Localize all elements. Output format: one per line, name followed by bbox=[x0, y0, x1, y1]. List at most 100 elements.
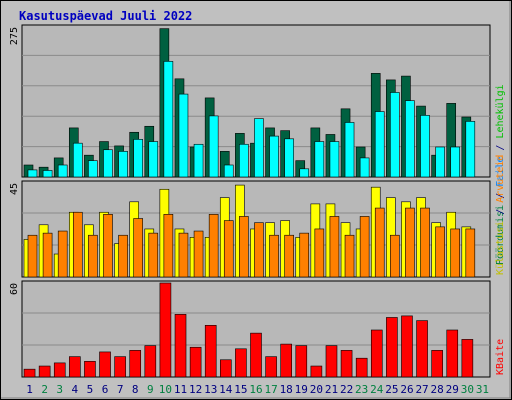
y-max-label: 60 bbox=[9, 283, 20, 295]
bar-faile-day-23 bbox=[359, 157, 370, 178]
x-tick-day-7: 7 bbox=[117, 383, 124, 396]
bar-arvuteid-day-20 bbox=[314, 228, 325, 278]
bar-faile-day-10 bbox=[163, 61, 174, 178]
x-tick-day-18: 18 bbox=[280, 383, 293, 396]
right-legend-labels: Pöördumisi / Faile / LehekülgiKülastusi … bbox=[495, 84, 506, 375]
bar-faile-day-28 bbox=[435, 146, 445, 178]
bar-arvuteid-day-26 bbox=[405, 207, 415, 278]
bar-kbaite-day-27 bbox=[416, 320, 428, 378]
x-tick-day-28: 28 bbox=[431, 383, 444, 396]
bar-arvuteid-day-2 bbox=[42, 232, 53, 278]
bar-kbaite-day-7 bbox=[114, 356, 126, 378]
bar-arvuteid-day-7 bbox=[118, 234, 128, 278]
x-tick-day-17: 17 bbox=[264, 383, 277, 396]
bar-faile-day-27 bbox=[420, 115, 430, 178]
bar-arvuteid-day-24 bbox=[374, 207, 385, 278]
legend-middle-labels: Külastusi / Arvuteid bbox=[495, 155, 506, 275]
legend-bottom-labels: KBaite bbox=[495, 339, 506, 375]
x-tick-day-12: 12 bbox=[189, 383, 202, 396]
bar-faile-day-2 bbox=[42, 170, 53, 178]
x-tick-day-2: 2 bbox=[41, 383, 48, 396]
bar-kbaite-day-1 bbox=[23, 368, 36, 378]
x-tick-day-30: 30 bbox=[461, 383, 474, 396]
bar-kbaite-day-25 bbox=[386, 317, 398, 378]
x-tick-day-5: 5 bbox=[87, 383, 94, 396]
bar-kbaite-day-30 bbox=[461, 339, 474, 378]
bar-faile-day-25 bbox=[390, 92, 400, 178]
bar-faile-day-30 bbox=[465, 121, 476, 178]
bar-faile-day-14 bbox=[223, 164, 234, 178]
bar-kbaite-day-4 bbox=[69, 356, 81, 378]
y-max-label: 45 bbox=[9, 183, 20, 195]
legend-label-külastusi: Külastusi bbox=[495, 221, 506, 275]
x-tick-day-13: 13 bbox=[204, 383, 217, 396]
bar-arvuteid-day-29 bbox=[450, 228, 461, 278]
x-tick-day-22: 22 bbox=[340, 383, 353, 396]
x-tick-day-14: 14 bbox=[219, 383, 233, 396]
bar-kbaite-day-28 bbox=[431, 350, 443, 378]
bar-arvuteid-day-10 bbox=[163, 214, 174, 278]
bar-faile-day-17 bbox=[269, 135, 279, 178]
bar-kbaite-day-9 bbox=[144, 345, 157, 378]
bar-faile-day-15 bbox=[239, 143, 249, 178]
bar-kbaite-day-22 bbox=[340, 350, 353, 378]
x-tick-day-1: 1 bbox=[26, 383, 33, 396]
bar-arvuteid-day-15 bbox=[239, 216, 249, 278]
x-tick-day-25: 25 bbox=[385, 383, 398, 396]
panel-visits-sites: 45 bbox=[9, 180, 491, 278]
bar-faile-day-7 bbox=[118, 151, 128, 178]
y-max-label: 275 bbox=[9, 27, 20, 45]
x-tick-day-19: 19 bbox=[295, 383, 308, 396]
x-axis-labels: 1 2 3 4 5 6 7 8 9 10 11 12 13 14 15 16 17 18 19 20 21 22 23 24 2… bbox=[26, 383, 489, 396]
x-tick-day-21: 21 bbox=[325, 383, 338, 396]
bar-faile-day-18 bbox=[284, 138, 294, 178]
bar-arvuteid-day-3 bbox=[57, 230, 68, 278]
bar-faile-day-11 bbox=[178, 93, 189, 178]
bar-faile-day-3 bbox=[57, 164, 68, 178]
bar-kbaite-day-13 bbox=[204, 324, 217, 378]
bar-arvuteid-day-25 bbox=[390, 234, 400, 278]
x-tick-day-15: 15 bbox=[234, 383, 247, 396]
bar-arvuteid-day-23 bbox=[359, 216, 370, 278]
bar-arvuteid-day-11 bbox=[178, 232, 189, 278]
bar-kbaite-day-3 bbox=[53, 362, 66, 378]
x-tick-day-11: 11 bbox=[174, 383, 187, 396]
bar-faile-day-24 bbox=[374, 111, 385, 178]
bar-kbaite-day-26 bbox=[401, 315, 413, 378]
x-tick-day-6: 6 bbox=[102, 383, 109, 396]
bar-kbaite-day-5 bbox=[84, 361, 96, 378]
x-tick-day-8: 8 bbox=[132, 383, 139, 396]
x-tick-day-24: 24 bbox=[370, 383, 384, 396]
panel-kbytes: 60 bbox=[9, 280, 491, 378]
legend-separator: / bbox=[495, 187, 506, 205]
legend-label-faile: Faile bbox=[495, 157, 506, 187]
chart-title: Kasutuspäevad Juuli 2022 bbox=[19, 9, 192, 23]
legend-label-kbaite: KBaite bbox=[495, 339, 506, 375]
x-tick-day-16: 16 bbox=[249, 383, 262, 396]
bar-kbaite-day-21 bbox=[325, 345, 338, 378]
bar-arvuteid-day-4 bbox=[72, 211, 83, 278]
bar-faile-day-8 bbox=[133, 139, 143, 178]
x-tick-day-26: 26 bbox=[400, 383, 413, 396]
bar-faile-day-21 bbox=[329, 141, 340, 178]
bar-faile-day-6 bbox=[103, 149, 113, 178]
bar-faile-day-20 bbox=[314, 141, 325, 178]
bar-kbaite-day-24 bbox=[370, 329, 383, 378]
legend-separator: / bbox=[495, 139, 506, 157]
x-tick-day-9: 9 bbox=[147, 383, 154, 396]
bar-arvuteid-day-6 bbox=[103, 214, 113, 278]
bar-kbaite-day-16 bbox=[250, 332, 262, 378]
bar-faile-day-4 bbox=[72, 142, 83, 178]
x-tick-day-27: 27 bbox=[415, 383, 428, 396]
x-tick-day-3: 3 bbox=[56, 383, 63, 396]
bar-faile-day-5 bbox=[88, 160, 98, 178]
bar-faile-day-22 bbox=[344, 122, 355, 178]
bar-kbaite-day-14 bbox=[220, 359, 232, 378]
legend-label-pöördumisi: Pöördumisi bbox=[495, 205, 506, 265]
bar-arvuteid-day-14 bbox=[223, 220, 234, 278]
bar-arvuteid-day-30 bbox=[465, 228, 476, 278]
x-tick-day-29: 29 bbox=[446, 383, 459, 396]
bar-arvuteid-day-27 bbox=[420, 207, 430, 278]
